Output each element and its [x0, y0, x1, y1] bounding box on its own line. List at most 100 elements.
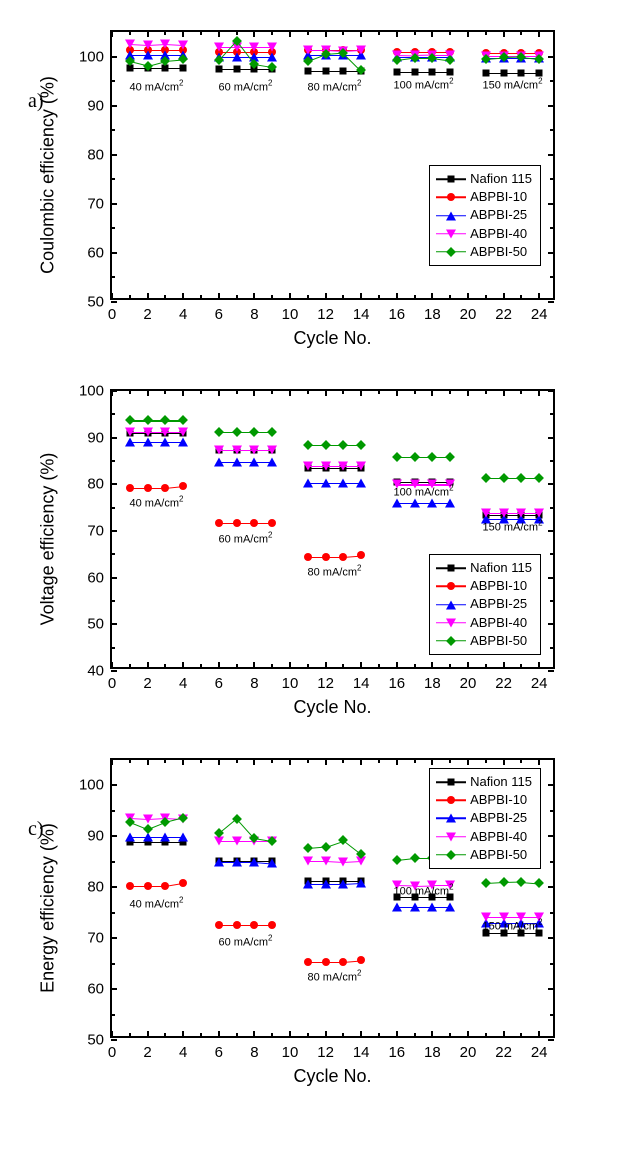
data-marker	[321, 440, 331, 450]
annotation-label: 100 mA/cm2	[393, 484, 453, 499]
data-marker	[233, 921, 241, 929]
data-marker	[356, 45, 366, 54]
data-marker	[214, 457, 224, 466]
legend-item: ABPBI-40	[436, 225, 532, 243]
data-marker	[303, 440, 313, 450]
data-marker	[160, 39, 170, 48]
data-marker	[232, 836, 242, 845]
figure: a)Coulombic efficiency (%)50607080901000…	[20, 30, 610, 1087]
x-tick-label: 16	[388, 1036, 405, 1061]
y-axis-label: Energy efficiency (%)	[38, 823, 59, 993]
data-marker	[233, 66, 240, 73]
data-marker	[356, 878, 366, 887]
data-marker	[215, 921, 223, 929]
data-marker	[303, 843, 313, 853]
data-marker	[232, 52, 242, 61]
x-tick-label: 12	[317, 1036, 334, 1061]
legend-label: ABPBI-10	[470, 791, 527, 809]
y-axis-label: Coulombic efficiency (%)	[38, 76, 59, 274]
legend-label: Nafion 115	[470, 773, 532, 791]
annotation-label: 100 mA/cm2	[393, 76, 453, 91]
data-marker	[321, 461, 331, 470]
data-marker	[304, 553, 312, 561]
data-marker	[160, 415, 170, 425]
legend-item: ABPBI-50	[436, 632, 532, 650]
data-marker	[482, 69, 489, 76]
data-marker	[214, 42, 224, 51]
x-tick-label: 12	[317, 298, 334, 323]
x-tick-label: 8	[250, 298, 258, 323]
x-tick-label: 14	[353, 298, 370, 323]
data-marker	[233, 519, 241, 527]
data-marker	[500, 69, 507, 76]
x-tick-label: 24	[531, 1036, 548, 1061]
x-tick-label: 2	[143, 298, 151, 323]
legend-label: ABPBI-50	[470, 632, 527, 650]
data-marker	[410, 499, 420, 508]
data-marker	[143, 427, 153, 436]
legend-item: ABPBI-50	[436, 846, 532, 864]
legend: Nafion 115ABPBI-10ABPBI-25ABPBI-40ABPBI-…	[429, 768, 541, 869]
data-marker	[250, 519, 258, 527]
x-tick-label: 22	[495, 298, 512, 323]
data-marker	[534, 878, 544, 888]
data-marker	[516, 508, 526, 517]
annotation-label: 100 mA/cm2	[393, 882, 453, 897]
x-tick-label: 18	[424, 298, 441, 323]
data-marker	[178, 427, 188, 436]
data-marker	[161, 882, 169, 890]
data-marker	[215, 519, 223, 527]
x-tick-label: 18	[424, 667, 441, 692]
panel-c: c)Energy efficiency (%)50607080901000246…	[20, 758, 610, 1087]
y-tick-label: 80	[87, 879, 112, 896]
data-marker	[215, 66, 222, 73]
y-tick-label: 90	[87, 429, 112, 446]
data-marker	[518, 69, 525, 76]
legend-item: ABPBI-10	[436, 791, 532, 809]
data-marker	[267, 859, 277, 868]
data-marker	[232, 445, 242, 454]
data-marker	[178, 832, 188, 841]
data-marker	[357, 551, 365, 559]
x-tick-label: 10	[282, 1036, 299, 1061]
y-tick-label: 60	[87, 981, 112, 998]
data-marker	[179, 482, 187, 490]
data-marker	[321, 478, 331, 487]
data-marker	[267, 52, 277, 61]
annotation-label: 150 mA/cm2	[482, 918, 542, 933]
data-marker	[338, 461, 348, 470]
data-marker	[143, 415, 153, 425]
annotation-label: 40 mA/cm2	[130, 79, 184, 94]
annotation-label: 150 mA/cm2	[482, 76, 542, 91]
y-axis-label: Voltage efficiency (%)	[38, 453, 59, 626]
data-marker	[427, 499, 437, 508]
x-tick-label: 16	[388, 298, 405, 323]
y-tick-label: 100	[79, 777, 112, 794]
data-marker	[303, 856, 313, 865]
data-marker	[393, 68, 400, 75]
data-marker	[338, 478, 348, 487]
legend-label: Nafion 115	[470, 559, 532, 577]
annotation-label: 80 mA/cm2	[308, 79, 362, 94]
x-tick-label: 6	[215, 298, 223, 323]
data-marker	[392, 902, 402, 911]
data-marker	[499, 877, 509, 887]
data-marker	[322, 553, 330, 561]
data-marker	[268, 921, 276, 929]
data-marker	[214, 427, 224, 437]
data-marker	[143, 51, 153, 60]
plot-area: 506070809010002468101214161820222440 mA/…	[110, 30, 555, 300]
annotation-label: 60 mA/cm2	[219, 933, 273, 948]
panel-a: a)Coulombic efficiency (%)50607080901000…	[20, 30, 610, 349]
x-tick-label: 24	[531, 667, 548, 692]
x-tick-label: 8	[250, 1036, 258, 1061]
data-marker	[356, 461, 366, 470]
data-marker	[267, 445, 277, 454]
data-marker	[357, 956, 365, 964]
data-marker	[178, 415, 188, 425]
data-marker	[516, 473, 526, 483]
legend-label: ABPBI-50	[470, 846, 527, 864]
legend-item: ABPBI-50	[436, 243, 532, 261]
data-marker	[160, 437, 170, 446]
data-marker	[126, 882, 134, 890]
